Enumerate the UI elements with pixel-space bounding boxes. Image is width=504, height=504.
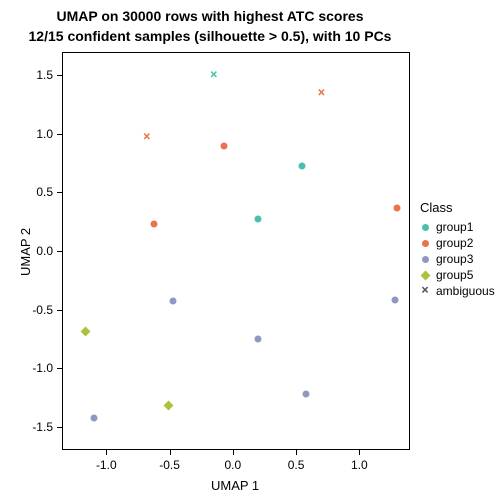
data-point — [170, 298, 177, 305]
marker-dot — [151, 221, 158, 228]
legend-label: group5 — [436, 268, 473, 282]
data-point — [90, 415, 97, 422]
legend-item: group2 — [420, 235, 495, 251]
y-tick-label: -0.5 — [27, 303, 53, 317]
marker-x: × — [317, 86, 325, 99]
data-point — [394, 204, 401, 211]
marker-dot — [299, 162, 306, 169]
x-tick-label: 1.0 — [351, 458, 368, 472]
x-tick-label: 0.5 — [288, 458, 305, 472]
y-tick — [57, 427, 62, 428]
marker-dot — [255, 335, 262, 342]
legend-label: group1 — [436, 220, 473, 234]
data-point — [255, 216, 262, 223]
legend-title: Class — [420, 200, 495, 215]
data-point — [169, 406, 176, 413]
chart-title-line2: 12/15 confident samples (silhouette > 0.… — [0, 28, 420, 44]
chart-title: UMAP on 30000 rows with highest ATC scor… — [0, 8, 420, 44]
x-tick — [106, 450, 107, 455]
x-axis-label: UMAP 1 — [211, 478, 259, 493]
marker-dot — [255, 216, 262, 223]
plot-area — [62, 52, 410, 450]
x-tick — [170, 450, 171, 455]
legend-item: × ambiguous — [420, 283, 495, 299]
data-point: × — [143, 131, 151, 144]
data-point — [85, 332, 92, 339]
y-tick-label: 1.5 — [27, 68, 53, 82]
chart-title-line1: UMAP on 30000 rows with highest ATC scor… — [0, 8, 420, 24]
y-tick — [57, 368, 62, 369]
legend-item: group1 — [420, 219, 495, 235]
marker-x: × — [210, 69, 218, 82]
x-tick — [296, 450, 297, 455]
y-tick-label: -1.5 — [27, 420, 53, 434]
data-point: × — [210, 69, 218, 82]
data-point: × — [317, 86, 325, 99]
marker-dot — [303, 390, 310, 397]
marker-dot — [394, 204, 401, 211]
marker-dot — [391, 297, 398, 304]
legend-swatch — [420, 222, 430, 232]
legend-swatch: × — [420, 286, 430, 296]
y-tick-label: 1.0 — [27, 127, 53, 141]
y-tick — [57, 192, 62, 193]
legend-item: group5 — [420, 267, 495, 283]
data-point — [299, 162, 306, 169]
legend-item: group3 — [420, 251, 495, 267]
legend-label: group2 — [436, 236, 473, 250]
x-tick — [233, 450, 234, 455]
y-tick-label: 0.0 — [27, 244, 53, 258]
umap-scatter-chart: UMAP on 30000 rows with highest ATC scor… — [0, 0, 504, 504]
legend-label: ambiguous — [436, 284, 495, 298]
data-point — [220, 142, 227, 149]
x-tick — [359, 450, 360, 455]
marker-dot — [220, 142, 227, 149]
x-tick-label: 0.0 — [224, 458, 241, 472]
legend-swatch — [420, 254, 430, 264]
legend-swatch — [420, 238, 430, 248]
y-tick — [57, 310, 62, 311]
y-tick — [57, 251, 62, 252]
data-point — [151, 221, 158, 228]
marker-dot — [90, 415, 97, 422]
marker-x: × — [143, 131, 151, 144]
data-point — [255, 335, 262, 342]
y-tick-label: -1.0 — [27, 361, 53, 375]
y-tick — [57, 134, 62, 135]
legend-swatch — [420, 270, 430, 280]
data-point — [303, 390, 310, 397]
x-tick-label: -0.5 — [159, 458, 180, 472]
legend-label: group3 — [436, 252, 473, 266]
y-tick — [57, 75, 62, 76]
data-point — [391, 297, 398, 304]
y-tick-label: 0.5 — [27, 185, 53, 199]
x-tick-label: -1.0 — [96, 458, 117, 472]
legend: Class group1 group2 group3 group5 × ambiguous — [420, 200, 495, 299]
marker-dot — [170, 298, 177, 305]
